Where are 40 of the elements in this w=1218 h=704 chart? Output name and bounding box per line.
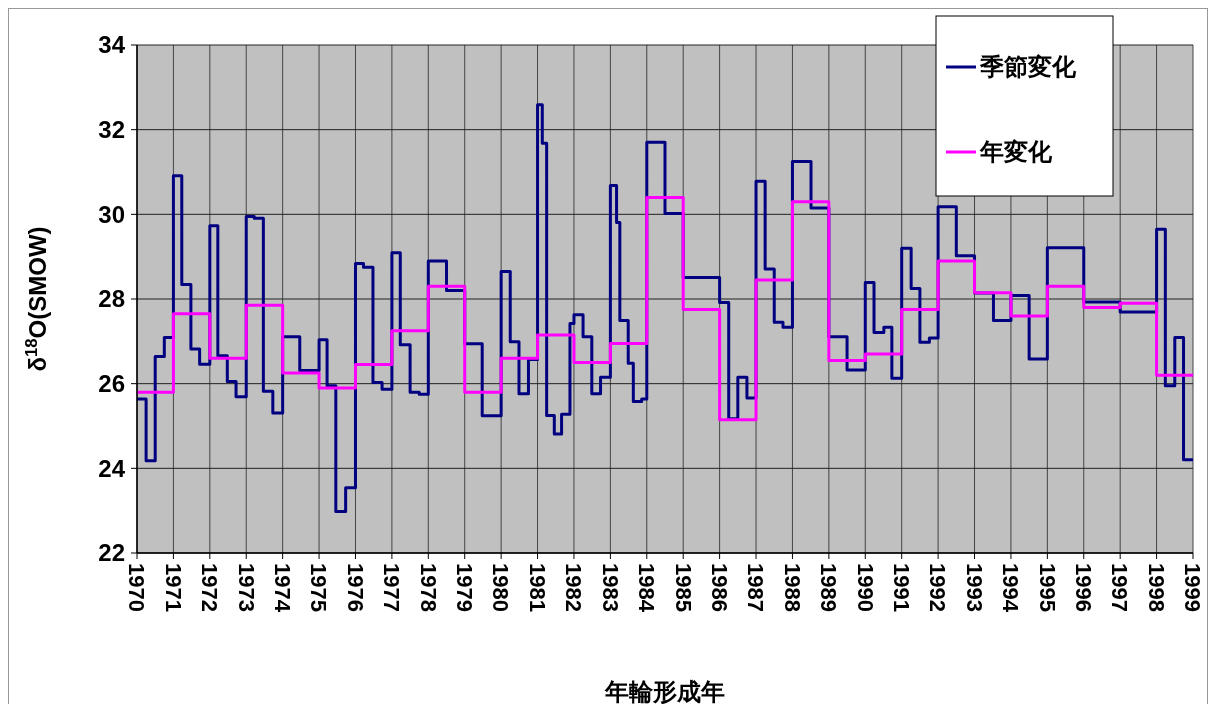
x-tick-label: 1996 — [1071, 563, 1097, 612]
x-tick-label: 1976 — [342, 563, 368, 612]
y-tick-label: 32 — [98, 116, 125, 144]
x-tick-label: 1993 — [961, 563, 987, 612]
x-tick-label: 1999 — [1180, 563, 1206, 612]
x-tick-label: 1983 — [597, 563, 623, 612]
y-tick-label: 30 — [98, 200, 125, 228]
x-tick-label: 1990 — [852, 563, 878, 612]
x-tick-label: 1991 — [888, 563, 914, 612]
x-tick-label: 1980 — [488, 563, 514, 612]
x-tick-label: 1974 — [269, 563, 295, 613]
x-tick-label: 1984 — [634, 563, 660, 613]
x-tick-label: 1989 — [816, 563, 842, 612]
x-tick-label: 1985 — [670, 563, 696, 612]
y-tick-label: 34 — [98, 31, 126, 59]
x-tick-label: 1970 — [124, 563, 150, 612]
x-tick-label: 1971 — [160, 563, 186, 612]
x-tick-label: 1992 — [925, 563, 951, 612]
x-tick-label: 1998 — [1143, 563, 1169, 612]
x-tick-label: 1988 — [779, 563, 805, 612]
x-tick-label: 1995 — [1034, 563, 1060, 612]
x-tick-label: 1978 — [415, 563, 441, 612]
y-tick-label: 22 — [98, 539, 125, 567]
x-tick-label: 1987 — [743, 563, 769, 612]
x-tick-label: 1972 — [197, 563, 223, 612]
y-tick-label: 28 — [98, 285, 125, 313]
legend-label: 年変化 — [979, 138, 1053, 166]
x-tick-label: 1973 — [233, 563, 259, 612]
x-tick-label: 1979 — [452, 563, 478, 612]
x-tick-label: 1977 — [379, 563, 405, 612]
x-tick-label: 1982 — [561, 563, 587, 612]
x-tick-label: 1981 — [524, 563, 550, 612]
x-tick-label: 1986 — [706, 563, 732, 612]
y-tick-label: 24 — [98, 454, 126, 482]
legend-label: 季節変化 — [979, 53, 1077, 81]
y-tick-label: 26 — [98, 370, 125, 398]
x-tick-label: 1994 — [998, 563, 1024, 613]
x-axis-title: 年輪形成年 — [604, 678, 725, 704]
x-tick-label: 1975 — [306, 563, 332, 612]
x-tick-label: 1997 — [1107, 563, 1133, 612]
